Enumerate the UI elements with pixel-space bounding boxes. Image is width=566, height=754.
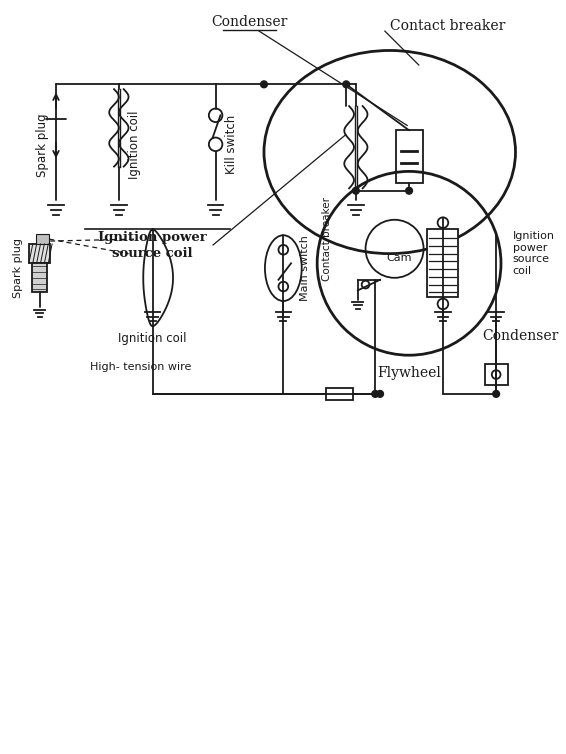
Circle shape (362, 280, 370, 289)
Text: Contact breaker: Contact breaker (390, 20, 505, 33)
Circle shape (493, 391, 500, 397)
Text: Condenser: Condenser (482, 329, 559, 343)
Circle shape (406, 187, 413, 194)
Text: Cam: Cam (387, 253, 412, 263)
Text: High- tension wire: High- tension wire (90, 362, 191, 372)
Text: Kill switch: Kill switch (225, 115, 238, 174)
Text: Flywheel: Flywheel (377, 366, 441, 379)
Bar (36, 234, 49, 244)
Circle shape (343, 81, 350, 87)
Circle shape (372, 391, 379, 397)
Text: Ignition
power
source
coil: Ignition power source coil (513, 231, 555, 276)
Text: Spark plug: Spark plug (13, 238, 23, 298)
Bar (427, 229, 458, 297)
Bar (32, 263, 48, 293)
Text: Ignition coil: Ignition coil (118, 333, 187, 345)
Text: Condenser: Condenser (211, 15, 288, 29)
Text: Spark plug: Spark plug (36, 113, 49, 176)
Text: source coil: source coil (113, 247, 193, 260)
Bar (396, 130, 423, 183)
Circle shape (260, 81, 267, 87)
Text: Ignition coil: Ignition coil (128, 111, 141, 179)
Text: Contact breaker: Contact breaker (322, 197, 332, 281)
Circle shape (377, 391, 383, 397)
Bar (326, 388, 353, 400)
Circle shape (353, 187, 359, 194)
Text: Ignition power: Ignition power (98, 231, 207, 244)
Bar (484, 364, 508, 385)
Bar (29, 244, 50, 263)
Text: Main switch: Main switch (299, 235, 310, 301)
